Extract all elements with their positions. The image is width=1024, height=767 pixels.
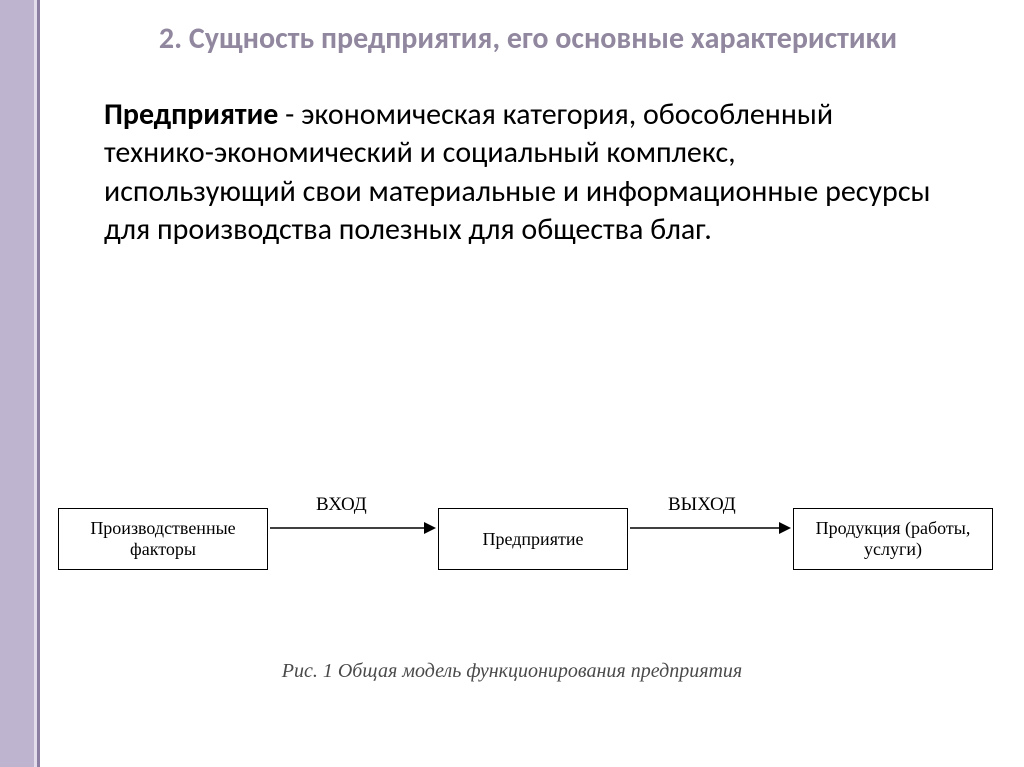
flowchart-diagram: Производственные факторыПредприятиеПроду… [58,480,978,620]
slide: 2. Сущность предприятия, его основные ха… [0,0,1024,767]
flowchart-node-output: Продукция (работы, услуги) [793,508,993,570]
flowchart-node-enterprise: Предприятие [438,508,628,570]
flowchart-edge-label: ВХОД [316,494,367,516]
decorative-sidebar [0,0,40,767]
sidebar-svg [0,0,40,767]
slide-title: 2. Сущность предприятия, его основные ха… [58,22,998,57]
flowchart-edge-label: ВЫХОД [668,494,736,516]
flowchart-arrow [270,518,436,538]
definition-text: Предприятие - экономическая категория, о… [104,96,934,250]
definition-term: Предприятие [104,96,278,133]
figure-caption: Рис. 1 Общая модель функционирования пре… [0,660,1024,683]
flowchart-arrow [630,518,791,538]
flowchart-node-factors: Производственные факторы [58,508,268,570]
